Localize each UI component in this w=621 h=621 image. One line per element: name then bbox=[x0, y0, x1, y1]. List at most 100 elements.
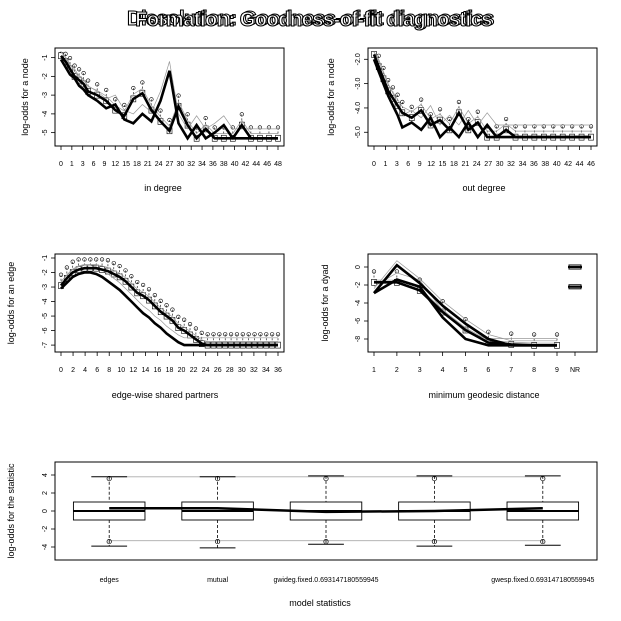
sim-outlier bbox=[122, 102, 127, 108]
sim-outlier bbox=[111, 261, 116, 266]
sim-outlier bbox=[113, 97, 118, 102]
x-tick-label: 1 bbox=[383, 161, 387, 168]
x-tick-label: 36 bbox=[209, 161, 217, 168]
x-tick-label: 42 bbox=[564, 161, 572, 168]
sim-outlier bbox=[270, 332, 275, 337]
x-tick-label: 4 bbox=[441, 367, 445, 374]
x-tick-label: 0 bbox=[59, 161, 63, 168]
x-tick-label: 7 bbox=[509, 367, 513, 374]
sim-outlier bbox=[211, 332, 216, 337]
y-tick-label: -7 bbox=[42, 342, 49, 348]
y-axis-label: log-odds for an edge bbox=[6, 262, 16, 345]
sim-outlier bbox=[560, 124, 565, 129]
sim-outlier bbox=[81, 70, 86, 76]
x-tick-label: 40 bbox=[553, 161, 561, 168]
category-label: gwideg.fixed.0.693147180559945 bbox=[273, 577, 378, 584]
outlier-point bbox=[215, 476, 221, 482]
sim-outlier bbox=[182, 317, 187, 322]
sim-outlier bbox=[440, 299, 445, 304]
x-axis-label: edge-wise shared partners bbox=[112, 390, 219, 400]
outlier-point bbox=[323, 476, 329, 482]
x-tick-label: 40 bbox=[231, 161, 239, 168]
sim-outlier bbox=[486, 329, 491, 334]
sim-outlier bbox=[70, 259, 75, 264]
observed-series-line bbox=[373, 278, 557, 347]
sim-outlier bbox=[551, 124, 556, 129]
sim-outlier bbox=[67, 55, 73, 61]
sim-outlier bbox=[86, 78, 91, 83]
outlier-point bbox=[431, 539, 437, 545]
x-tick-label: 1 bbox=[372, 367, 376, 374]
y-tick-label: -2 bbox=[42, 269, 49, 275]
x-axis-label: out degree bbox=[462, 183, 505, 193]
sim-outlier bbox=[193, 326, 198, 331]
y-axis-label: log-odds for a dyad bbox=[320, 264, 330, 341]
observed-series-line bbox=[59, 54, 278, 141]
sim-outlier bbox=[217, 332, 222, 337]
sim-outlier bbox=[532, 332, 537, 337]
x-tick-label: 5 bbox=[464, 367, 468, 374]
y-tick-label: -6 bbox=[42, 327, 49, 333]
sim-outlier bbox=[149, 97, 154, 102]
sim-outlier bbox=[64, 265, 69, 270]
sim-outlier bbox=[146, 287, 152, 292]
x-tick-label: 18 bbox=[133, 161, 141, 168]
observed-series-line bbox=[372, 58, 591, 140]
x-tick-label: NR bbox=[570, 367, 580, 374]
sim-outlier bbox=[409, 104, 414, 109]
x-tick-label: 24 bbox=[155, 161, 163, 168]
y-tick-label: 2 bbox=[42, 491, 49, 495]
sim-outlier bbox=[117, 263, 122, 269]
sim-outlier bbox=[234, 332, 240, 337]
y-tick-label: 0 bbox=[355, 265, 362, 269]
x-tick-label: 9 bbox=[418, 161, 422, 168]
sim-outlier bbox=[509, 331, 514, 336]
sim-outlier bbox=[164, 303, 169, 308]
x-tick-label: 27 bbox=[166, 161, 174, 168]
y-tick-label: 4 bbox=[42, 473, 49, 477]
outlier-point bbox=[431, 476, 437, 482]
sim-outlier bbox=[185, 112, 190, 117]
x-tick-label: 12 bbox=[427, 161, 435, 168]
sim-outlier bbox=[371, 269, 377, 274]
sim-outlier bbox=[203, 115, 208, 121]
sim-outlier bbox=[95, 82, 100, 87]
envelope-line bbox=[60, 264, 278, 339]
y-axis-label: log-odds for a node bbox=[20, 58, 30, 136]
observed-series-line bbox=[60, 271, 278, 347]
sim-outlier bbox=[447, 116, 452, 122]
observed-series-line bbox=[374, 281, 557, 347]
outlier-point bbox=[215, 539, 221, 545]
x-tick-label: 34 bbox=[262, 367, 270, 374]
x-tick-label: 34 bbox=[198, 161, 206, 168]
sim-outlier bbox=[228, 332, 234, 337]
sim-outlier bbox=[554, 332, 560, 337]
title-formation: Formation: Goodness-of-fit diagnostics bbox=[135, 8, 493, 31]
y-tick-label: -1 bbox=[42, 54, 49, 60]
x-tick-label: 9 bbox=[555, 367, 559, 374]
x-tick-label: 20 bbox=[178, 367, 186, 374]
envelope-line bbox=[373, 51, 591, 126]
x-tick-label: 22 bbox=[190, 367, 198, 374]
y-tick-label: -3 bbox=[42, 284, 49, 290]
observed-series-line bbox=[59, 58, 278, 141]
sim-outlier bbox=[176, 314, 181, 319]
sim-outlier bbox=[419, 97, 424, 102]
x-tick-label: 27 bbox=[484, 161, 492, 168]
x-tick-label: 10 bbox=[117, 367, 125, 374]
outlier-point bbox=[540, 476, 546, 482]
observed-statistic-line bbox=[109, 507, 543, 514]
sim-outlier bbox=[76, 257, 81, 262]
x-tick-label: 3 bbox=[418, 367, 422, 374]
category-label: mutual bbox=[207, 577, 228, 584]
sim-outlier bbox=[275, 332, 281, 337]
y-tick-label: -2.0 bbox=[355, 53, 362, 65]
y-tick-label: -3 bbox=[42, 92, 49, 98]
x-tick-label: 15 bbox=[439, 161, 447, 168]
panel-minimum-geodesic-distance bbox=[364, 253, 598, 356]
category-label: edges bbox=[100, 577, 120, 584]
envelope-line bbox=[373, 260, 557, 342]
x-tick-label: 24 bbox=[473, 161, 481, 168]
x-tick-label: 44 bbox=[252, 161, 260, 168]
